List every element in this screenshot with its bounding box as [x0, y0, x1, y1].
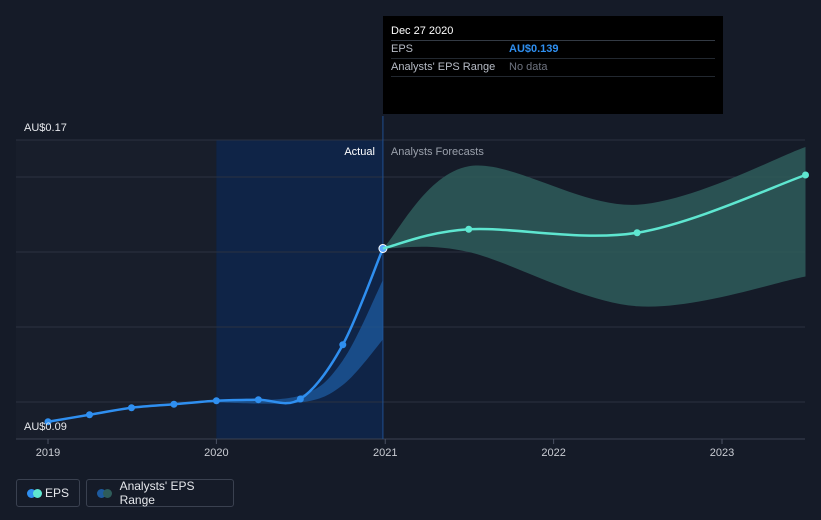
eps-point: [254, 396, 262, 404]
tooltip-eps-value: AU$0.139: [509, 43, 559, 55]
tooltip-range-value: No data: [509, 61, 548, 73]
range-forecast-band: [382, 147, 806, 307]
eps-point: [296, 395, 304, 403]
eps-forecast-point: [465, 225, 473, 233]
tooltip-row-eps: EPS AU$0.139: [391, 41, 715, 59]
tooltip: Dec 27 2020 EPS AU$0.139 Analysts' EPS R…: [383, 16, 723, 114]
legend-range-label: Analysts' EPS Range: [119, 479, 195, 507]
actual-label: Actual: [344, 146, 375, 158]
y-axis-bottom-label: AU$0.09: [24, 421, 67, 433]
eps-point: [170, 400, 178, 408]
eps-swatch-icon: [27, 488, 42, 498]
forecast-label: Analysts Forecasts: [391, 146, 484, 158]
tooltip-range-label: Analysts' EPS Range: [391, 61, 496, 73]
y-axis-top-label: AU$0.17: [24, 122, 67, 134]
x-tick-label: 2022: [541, 447, 565, 459]
x-tick-label: 2019: [36, 447, 60, 459]
eps-forecast-point: [802, 171, 810, 179]
tooltip-eps-label: EPS: [391, 43, 414, 55]
actual-region: [216, 140, 383, 439]
x-tick-label: 2023: [710, 447, 734, 459]
eps-point: [212, 397, 220, 405]
eps-forecast-line: [382, 173, 806, 250]
legend-eps-button[interactable]: EPS: [16, 479, 80, 507]
tooltip-date: Dec 27 2020: [391, 24, 715, 41]
legend-range-button[interactable]: Analysts' EPS Range: [86, 479, 234, 507]
eps-point: [339, 341, 347, 349]
eps-point: [44, 418, 52, 426]
x-tick-label: 2021: [373, 447, 397, 459]
range-swatch-icon: [97, 488, 112, 498]
eps-point: [86, 411, 94, 419]
eps-point: [128, 404, 136, 412]
x-tick-label: 2020: [204, 447, 228, 459]
range-past-band: [216, 280, 383, 404]
tooltip-row-range: Analysts' EPS Range No data: [391, 59, 715, 77]
past-region: [16, 140, 217, 439]
legend-eps-label: EPS: [44, 486, 69, 500]
eps-forecast-point: [633, 229, 641, 237]
